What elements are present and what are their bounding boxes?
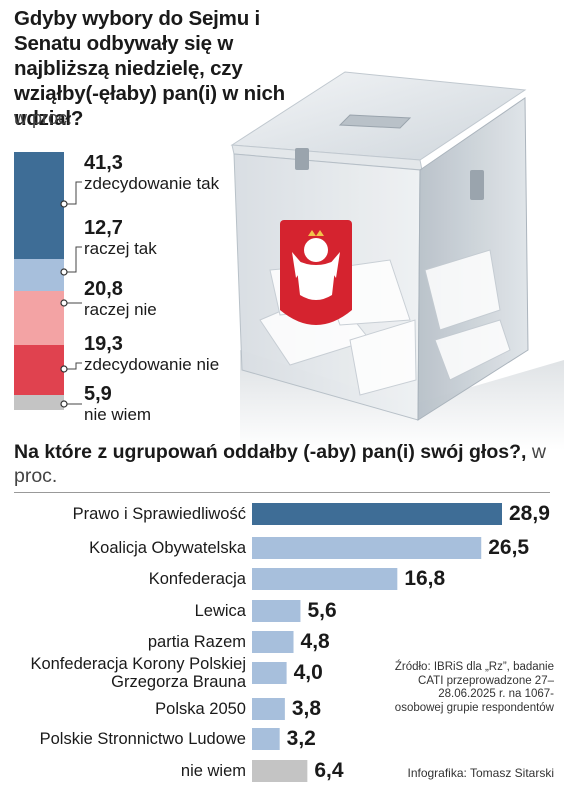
party-label-3: Lewica bbox=[195, 602, 246, 620]
party-label-line: Prawo i Sprawiedliwość bbox=[72, 505, 246, 523]
divider-line bbox=[14, 492, 550, 493]
chart-title-parties: Na które z ugrupowań oddałby (-aby) pan(… bbox=[14, 440, 554, 488]
party-bar-6 bbox=[252, 698, 285, 720]
party-bar-5 bbox=[252, 662, 287, 684]
stack-label-1: 12,7 raczej tak bbox=[84, 217, 274, 258]
chart-title-parties-text: Na które z ugrupowań oddałby (-aby) pan(… bbox=[14, 441, 527, 463]
party-label-4: partia Razem bbox=[148, 633, 246, 651]
stack-value-text: 20,8 bbox=[84, 278, 123, 300]
stack-segment-4 bbox=[14, 394, 64, 410]
party-value-8: 6,4 bbox=[314, 759, 344, 782]
party-bar-0 bbox=[252, 503, 502, 525]
party-label-line: Konfederacja Korony Polskiej bbox=[30, 655, 246, 673]
stack-category-text: zdecydowanie tak bbox=[84, 174, 220, 193]
party-value-5: 4,0 bbox=[293, 661, 323, 684]
party-label-2: Konfederacja bbox=[149, 570, 246, 588]
stack-label-3: 19,3 zdecydowanie nie bbox=[84, 333, 274, 374]
party-label-6: Polska 2050 bbox=[155, 700, 246, 718]
party-bar-2 bbox=[252, 568, 398, 590]
party-label-line: Polskie Stronnictwo Ludowe bbox=[39, 730, 246, 748]
party-value-0: 28,9 bbox=[509, 502, 550, 525]
party-bar-4 bbox=[252, 631, 294, 653]
stack-value-text: 5,9 bbox=[84, 383, 112, 405]
turnout-stacked-bar bbox=[14, 152, 64, 410]
party-value-6: 3,8 bbox=[291, 697, 322, 720]
infographic-credit: Infografika: Tomasz Sitarski bbox=[407, 766, 554, 780]
party-label-5: Konfederacja Korony Polskiej Grzegorza Br… bbox=[30, 655, 246, 691]
stack-label-2: 20,8 raczej nie bbox=[84, 278, 274, 319]
stack-category-text: raczej nie bbox=[84, 300, 157, 319]
party-value-3: 5,6 bbox=[307, 599, 337, 622]
party-value-1: 26,5 bbox=[488, 536, 530, 559]
party-label-line: Konfederacja bbox=[148, 570, 246, 588]
party-label-line: nie wiem bbox=[180, 762, 246, 780]
party-value-4: 4,8 bbox=[300, 630, 330, 653]
stack-value-text: 19,3 bbox=[84, 333, 123, 355]
party-label-line: Koalicja Obywatelska bbox=[89, 539, 246, 557]
party-bar-7 bbox=[252, 728, 280, 750]
ballot-box-illustration bbox=[230, 71, 564, 450]
stack-segment-0 bbox=[14, 152, 64, 259]
stack-segment-1 bbox=[14, 258, 64, 292]
connector-line-1 bbox=[64, 246, 82, 273]
unit-label-turnout: w proc. bbox=[14, 108, 73, 128]
party-bar-1 bbox=[252, 537, 482, 559]
party-value-7: 3,2 bbox=[286, 727, 316, 750]
party-label-0: Prawo i Sprawiedliwość bbox=[73, 505, 246, 523]
stack-category-text: zdecydowanie nie bbox=[84, 355, 220, 374]
stack-value-text: 12,7 bbox=[84, 217, 123, 239]
stack-segment-3 bbox=[14, 344, 64, 395]
unit-label-parties: w proc. bbox=[14, 441, 546, 487]
source-note: Źródło: IBRiS dla „Rz”, badanie CATI prz… bbox=[394, 661, 554, 714]
stack-category-text: nie wiem bbox=[84, 405, 152, 424]
stack-value-text: 41,3 bbox=[84, 152, 123, 174]
stack-category-text: raczej tak bbox=[84, 239, 157, 258]
party-label-1: Koalicja Obywatelska bbox=[89, 539, 246, 557]
stack-label-0: 41,3 zdecydowanie tak bbox=[84, 152, 274, 193]
party-value-2: 16,8 bbox=[404, 567, 446, 590]
stack-label-4: 5,9 nie wiem bbox=[84, 383, 274, 424]
party-label-line: Grzegorza Brauna bbox=[111, 673, 246, 691]
party-label-7: Polskie Stronnictwo Ludowe bbox=[40, 730, 246, 748]
party-label-line: Polska 2050 bbox=[155, 700, 246, 718]
party-label-8: nie wiem bbox=[181, 762, 246, 780]
party-bar-8 bbox=[252, 760, 308, 782]
connector-line-3 bbox=[64, 362, 82, 370]
connector-line-0 bbox=[64, 181, 82, 205]
party-label-line: Lewica bbox=[194, 602, 246, 620]
party-label-line: partia Razem bbox=[147, 633, 246, 651]
chart-title-turnout: Gdyby wybory do Sejmu i Senatu odbywały … bbox=[14, 7, 285, 130]
stack-segment-2 bbox=[14, 291, 64, 345]
party-bar-3 bbox=[252, 600, 301, 622]
